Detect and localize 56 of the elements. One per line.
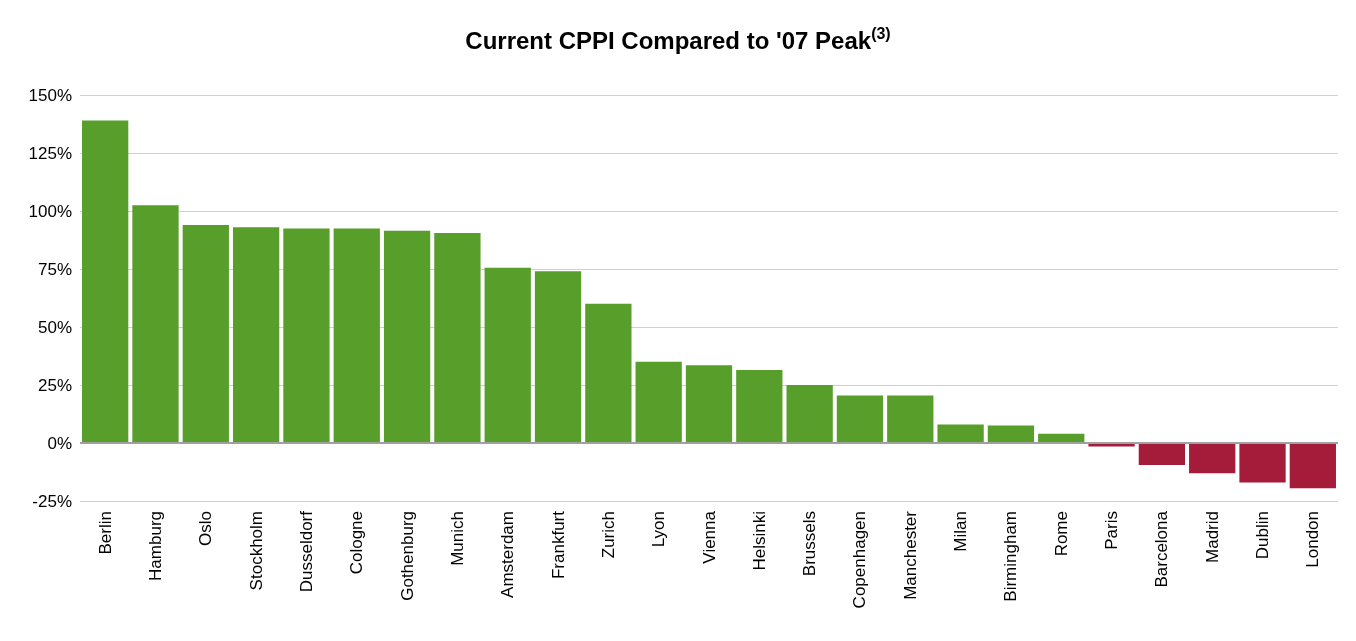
x-tick-label: Berlin bbox=[95, 511, 115, 555]
x-tick-label: Brussels bbox=[800, 511, 820, 577]
y-tick-label: 150% bbox=[28, 85, 72, 105]
bar bbox=[232, 227, 280, 443]
y-tick-label: 75% bbox=[37, 259, 72, 279]
bar bbox=[786, 385, 833, 443]
bar bbox=[484, 267, 531, 443]
y-tick-label: 125% bbox=[28, 143, 72, 163]
x-tick-label: Munich bbox=[447, 511, 467, 566]
x-tick-label: Stockholm bbox=[246, 511, 266, 591]
bar bbox=[82, 120, 129, 443]
bar bbox=[685, 365, 733, 443]
y-tick-label: -25% bbox=[32, 491, 72, 511]
x-tick-label: Zurich bbox=[598, 511, 618, 559]
bar bbox=[283, 228, 330, 443]
bar bbox=[635, 361, 682, 443]
y-tick-label: 100% bbox=[28, 201, 72, 221]
bar bbox=[937, 424, 984, 443]
y-tick-label: 25% bbox=[37, 375, 72, 395]
bar bbox=[333, 228, 380, 443]
x-tick-label: Cologne bbox=[347, 511, 367, 575]
x-tick-label: Amsterdam bbox=[498, 511, 518, 598]
x-tick-label: Copenhagen bbox=[850, 511, 870, 609]
x-tick-label: Frankfurt bbox=[548, 510, 568, 580]
x-tick-label: Gothenburg bbox=[397, 511, 417, 601]
bar bbox=[1289, 443, 1336, 489]
x-tick-label: Hamburg bbox=[145, 511, 165, 581]
x-tick-label: London bbox=[1303, 511, 1323, 568]
x-tick-label: Oslo bbox=[196, 511, 216, 546]
x-tick-label: Birmingham bbox=[1001, 511, 1021, 602]
x-tick-label: Rome bbox=[1051, 511, 1071, 557]
x-tick-label: Dusseldorf bbox=[296, 510, 316, 593]
x-tick-label: Milan bbox=[951, 511, 971, 552]
y-tick-label: 0% bbox=[47, 433, 72, 453]
x-tick-label: Vienna bbox=[699, 510, 719, 564]
x-tick-label: Paris bbox=[1102, 511, 1122, 550]
bar bbox=[534, 271, 582, 443]
x-tick-label: Lyon bbox=[649, 511, 669, 548]
bar bbox=[585, 303, 632, 443]
bar bbox=[182, 224, 229, 443]
x-tick-label: Dublin bbox=[1253, 511, 1273, 560]
x-tick-label: Helsinki bbox=[749, 511, 769, 571]
bar bbox=[1189, 443, 1236, 474]
bar bbox=[736, 369, 783, 443]
bar bbox=[1239, 443, 1286, 483]
bar bbox=[132, 205, 179, 443]
bar bbox=[1138, 443, 1186, 466]
bar bbox=[887, 395, 934, 443]
bar bbox=[434, 233, 481, 443]
x-tick-label: Manchester bbox=[900, 510, 920, 600]
x-tick-label: Barcelona bbox=[1152, 510, 1172, 588]
bar bbox=[836, 395, 884, 443]
bar bbox=[383, 230, 431, 443]
y-tick-label: 50% bbox=[37, 317, 72, 337]
x-tick-label: Madrid bbox=[1202, 511, 1222, 563]
bar bbox=[987, 425, 1035, 443]
